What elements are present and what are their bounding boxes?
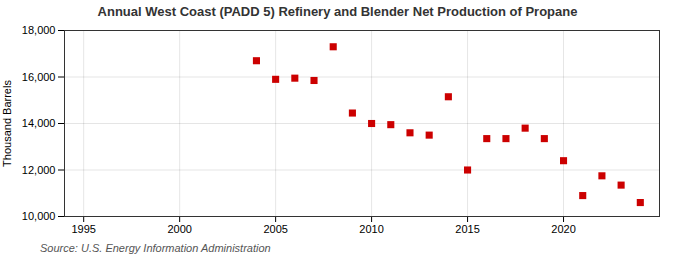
svg-text:18,000: 18,000 [22, 24, 56, 36]
svg-text:2000: 2000 [167, 223, 191, 235]
svg-text:16,000: 16,000 [22, 71, 56, 83]
svg-text:2010: 2010 [359, 223, 383, 235]
svg-text:10,000: 10,000 [22, 210, 56, 222]
svg-text:12,000: 12,000 [22, 164, 56, 176]
svg-text:2015: 2015 [455, 223, 479, 235]
svg-text:1995: 1995 [71, 223, 95, 235]
svg-text:Thousand Barrels: Thousand Barrels [1, 80, 13, 167]
html-text:Annual West Coast (PADD 5) Ref: Annual West Coast (PADD 5) Refinery and … [97, 4, 578, 19]
html-text:Source: U.S. Energy Informatio: Source: U.S. Energy Information Administ… [40, 242, 271, 254]
svg-text:14,000: 14,000 [22, 117, 56, 129]
svg-text:2020: 2020 [551, 223, 575, 235]
svg-text:2005: 2005 [263, 223, 287, 235]
